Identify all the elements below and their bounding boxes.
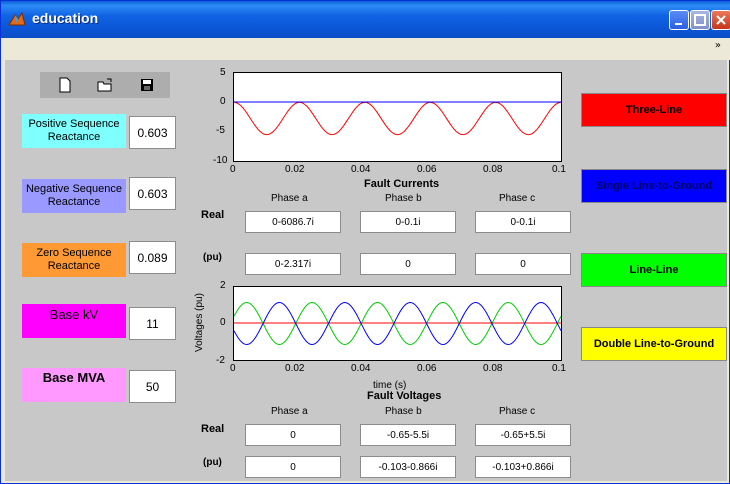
zero-sequence-text: Zero Sequence Reactance (36, 247, 112, 272)
negative-sequence-text: Negative Sequence Reactance (25, 183, 122, 208)
voltage-pu-phase-c[interactable]: -0.103+0.866i (475, 456, 571, 478)
base-mva-text: Base MVA (42, 370, 106, 385)
three-line-button[interactable]: Three-Line (581, 93, 727, 127)
fault-voltages-plot (233, 286, 562, 361)
voltage-xtick-5: 0.1 (552, 363, 566, 374)
current-real-phase-b[interactable]: 0-0.1i (360, 211, 456, 233)
current-xtick-1: 0.02 (285, 164, 305, 175)
voltage-phase-b-header: Phase b (385, 406, 422, 417)
fault-currents-chart (233, 101, 562, 136)
current-ytick-2: -5 (216, 125, 225, 136)
voltage-real-label: Real (201, 423, 225, 435)
maximize-button[interactable] (690, 10, 710, 30)
phase-a-current-curve (233, 101, 562, 136)
current-xtick-3: 0.06 (417, 164, 437, 175)
voltage-ytick-0: 2 (220, 280, 226, 291)
current-xtick-5: 0.1 (552, 164, 566, 175)
current-phase-c-header: Phase c (499, 193, 536, 204)
base-kv-text: Base kV (49, 307, 99, 322)
base-kv-label: Base kV (22, 304, 126, 338)
current-xtick-2: 0.04 (351, 164, 371, 175)
current-pu-phase-a[interactable]: 0-2.317i (245, 253, 341, 275)
window-title: education (32, 10, 99, 26)
voltage-ylabel: Voltages (pu) (194, 293, 205, 352)
negative-sequence-label: Negative Sequence Reactance (22, 179, 126, 213)
current-phase-a-header: Phase a (271, 193, 308, 204)
minimize-button[interactable] (669, 10, 689, 30)
negative-sequence-input[interactable]: 0.603 (129, 177, 176, 210)
matlab-icon (8, 11, 26, 26)
positive-sequence-text: Positive Sequence Reactance (28, 118, 120, 143)
current-pu-phase-c[interactable]: 0 (475, 253, 571, 275)
current-pu-phase-b[interactable]: 0 (360, 253, 456, 275)
new-file-icon[interactable] (56, 76, 74, 94)
base-mva-label: Base MVA (22, 368, 126, 402)
voltage-xtick-4: 0.08 (483, 363, 503, 374)
line-line-button[interactable]: Line-Line (581, 253, 727, 287)
fault-voltages-title: Fault Voltages (367, 390, 442, 402)
single-line-to-ground-button[interactable]: Single Line-to-Ground (581, 169, 727, 203)
base-kv-input[interactable]: 11 (129, 307, 176, 340)
double-line-to-ground-button[interactable]: Double Line-to-Ground (581, 327, 727, 361)
voltage-xtick-3: 0.06 (417, 363, 437, 374)
save-icon[interactable] (138, 76, 156, 94)
menu-bar: » (1, 38, 730, 60)
current-xtick-4: 0.08 (483, 164, 503, 175)
voltage-pu-phase-b[interactable]: -0.103-0.866i (360, 456, 456, 478)
open-folder-icon[interactable] (96, 76, 114, 94)
current-phase-b-header: Phase b (385, 193, 422, 204)
maximize-icon (694, 14, 706, 26)
voltage-real-phase-c[interactable]: -0.65+5.5i (475, 424, 571, 446)
voltage-pu-label: (pu) (203, 457, 222, 468)
minimize-icon (675, 23, 682, 25)
file-toolbar (40, 72, 170, 98)
voltage-xtick-1: 0.02 (285, 363, 305, 374)
zero-sequence-label: Zero Sequence Reactance (22, 243, 126, 277)
voltage-phase-a-header: Phase a (271, 406, 308, 417)
voltage-real-phase-a[interactable]: 0 (245, 424, 341, 446)
voltage-pu-phase-a[interactable]: 0 (245, 456, 341, 478)
current-real-phase-a[interactable]: 0-6086.7i (245, 211, 341, 233)
current-real-label: Real (201, 209, 225, 221)
voltage-xlabel: time (s) (373, 380, 407, 391)
voltage-xtick-0: 0 (230, 363, 236, 374)
fault-currents-plot (233, 72, 562, 162)
current-ytick-3: -10 (213, 155, 228, 166)
voltage-xtick-2: 0.04 (351, 363, 371, 374)
voltage-ytick-2: -2 (216, 355, 225, 366)
current-real-phase-c[interactable]: 0-0.1i (475, 211, 571, 233)
positive-sequence-label: Positive Sequence Reactance (22, 114, 126, 148)
zero-sequence-input[interactable]: 0.089 (129, 241, 176, 274)
menu-overflow-icon[interactable]: » (714, 40, 721, 51)
title-bar[interactable]: education (1, 1, 730, 38)
fault-currents-title: Fault Currents (364, 178, 440, 190)
current-xtick-0: 0 (230, 164, 236, 175)
fault-voltages-chart (233, 301, 562, 346)
voltage-real-phase-b[interactable]: -0.65-5.5i (360, 424, 456, 446)
phase-b-voltage-curve (233, 301, 562, 346)
base-mva-input[interactable]: 50 (129, 370, 176, 403)
close-icon (716, 15, 726, 25)
current-ytick-0: 5 (220, 67, 226, 78)
current-pu-label: (pu) (203, 252, 222, 263)
current-ytick-1: 0 (220, 96, 226, 107)
voltage-phase-c-header: Phase c (499, 406, 536, 417)
phase-c-voltage-curve (233, 301, 562, 346)
positive-sequence-input[interactable]: 0.603 (129, 116, 176, 149)
close-button[interactable] (711, 10, 730, 30)
voltage-ytick-1: 0 (220, 317, 226, 328)
